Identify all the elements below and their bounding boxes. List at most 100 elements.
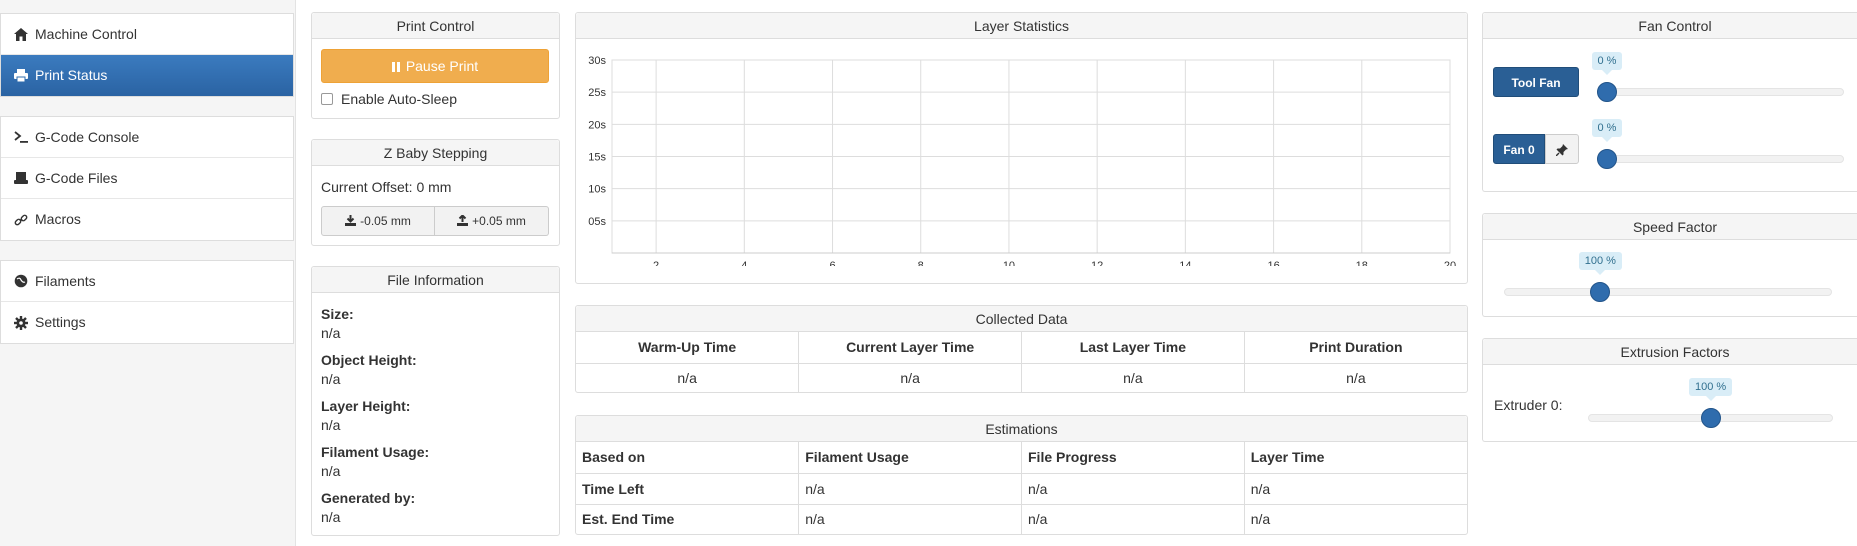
y-tick-label: 30s	[588, 55, 606, 67]
fan-0-pin-button[interactable]	[1545, 134, 1579, 164]
generated-by-label: Generated by:	[321, 490, 416, 506]
panel-title: Print Control	[312, 13, 559, 39]
fan-control-panel: Fan Control Tool Fan 0 % Fan 0 0 %	[1482, 12, 1857, 192]
speed-factor-slider-handle[interactable]	[1590, 282, 1611, 302]
collected-data-table: Warm-Up Time Current Layer Time Last Lay…	[576, 332, 1467, 393]
col-filament-usage: Filament Usage	[798, 442, 1022, 474]
speed-factor-slider-track[interactable]	[1504, 288, 1832, 296]
extruder-0-label: Extruder 0:	[1494, 397, 1563, 413]
baby-stepping-panel: Z Baby Stepping Current Offset: 0 mm -0.…	[311, 139, 560, 246]
tool-fan-slider-handle[interactable]	[1597, 82, 1617, 102]
layer-stats-panel: Layer Statistics 2 4 6 8 10 12 14 16 18 20 05s 10s 1…	[575, 12, 1468, 284]
x-tick-label: 12	[1091, 260, 1103, 266]
col-warmup-time: Warm-Up Time	[576, 332, 800, 364]
y-tick-label: 20s	[588, 119, 606, 131]
sidebar: Machine Control Print Status G-Code Cons…	[0, 0, 296, 546]
sidebar-item-machine-control[interactable]: Machine Control	[1, 14, 293, 55]
file-info-panel: File Information Size: n/a Object Height…	[311, 266, 560, 536]
panel-title: Z Baby Stepping	[312, 140, 559, 166]
file-size-value: n/a	[321, 325, 341, 341]
layer-chart-svg: 2 4 6 8 10 12 14 16 18 20 05s 10s 15s 20s 25s 30s	[588, 55, 1456, 272]
warmup-time-value: n/a	[576, 362, 800, 393]
auto-sleep-checkbox[interactable]	[321, 93, 333, 105]
sidebar-item-label: Filaments	[35, 272, 96, 289]
sidebar-item-label: G-Code Console	[35, 128, 140, 145]
print-icon	[13, 69, 29, 82]
file-size-label: Size:	[321, 306, 354, 322]
panel-title: Layer Statistics	[576, 13, 1467, 39]
auto-sleep-label: Enable Auto-Sleep	[341, 91, 457, 107]
sidebar-item-macros[interactable]: Macros	[1, 199, 293, 240]
row-label-end-time: Est. End Time	[576, 503, 800, 534]
sidebar-item-gcode-console[interactable]: G-Code Console	[1, 117, 293, 158]
filament-usage-value: n/a	[321, 463, 341, 479]
object-height-value: n/a	[321, 371, 341, 387]
time-left-layer-time: n/a	[1243, 472, 1467, 505]
current-layer-time-value: n/a	[798, 362, 1022, 393]
x-tick-label: 18	[1356, 260, 1368, 266]
x-tick-label: 14	[1179, 260, 1191, 266]
sidebar-item-label: Print Status	[35, 67, 108, 83]
x-tick-label: 20	[1444, 260, 1456, 266]
col-layer-time: Layer Time	[1243, 442, 1467, 474]
extruder-0-slider-handle[interactable]	[1700, 408, 1721, 428]
sidebar-group-files: G-Code Console G-Code Files Macros	[0, 116, 294, 241]
baby-step-plus-label: +0.05 mm	[472, 214, 526, 228]
col-based-on: Based on	[576, 442, 800, 474]
generated-by-value: n/a	[321, 509, 341, 525]
sidebar-item-settings[interactable]: Settings	[1, 302, 293, 343]
fan-0-button[interactable]: Fan 0	[1493, 134, 1545, 164]
col-file-progress: File Progress	[1021, 442, 1245, 474]
upload-icon	[457, 208, 469, 236]
layer-height-label: Layer Height:	[321, 398, 411, 414]
panel-title: Extrusion Factors	[1483, 339, 1857, 365]
panel-title: Speed Factor	[1483, 214, 1857, 240]
baby-step-plus-button[interactable]: +0.05 mm	[435, 206, 549, 236]
terminal-icon	[13, 131, 29, 143]
sidebar-item-gcode-files[interactable]: G-Code Files	[1, 158, 293, 199]
x-tick-label: 16	[1267, 260, 1279, 266]
sidebar-item-filaments[interactable]: Filaments	[1, 261, 293, 302]
col-last-layer-time: Last Layer Time	[1021, 332, 1245, 364]
col-current-layer-time: Current Layer Time	[798, 332, 1022, 364]
tool-fan-slider-track[interactable]	[1597, 88, 1844, 96]
fan-0-slider-handle[interactable]	[1597, 149, 1617, 169]
x-tick-label: 4	[741, 260, 747, 266]
sidebar-group-main: Machine Control Print Status	[0, 13, 294, 97]
pause-print-button[interactable]: Pause Print	[321, 49, 549, 83]
sidebar-item-label: Machine Control	[35, 25, 137, 42]
x-tick-label: 8	[918, 260, 924, 266]
estimations-table: Based on Filament Usage File Progress La…	[576, 442, 1467, 534]
col-print-duration: Print Duration	[1243, 332, 1467, 364]
pause-print-label: Pause Print	[405, 58, 479, 74]
sidebar-item-print-status[interactable]: Print Status	[1, 55, 293, 96]
panel-title: File Information	[312, 267, 559, 293]
last-layer-time-value: n/a	[1021, 362, 1245, 393]
layer-height-value: n/a	[321, 417, 341, 433]
speed-factor-value-tooltip: 100 %	[1578, 252, 1622, 275]
auto-sleep-row: Enable Auto-Sleep	[321, 91, 457, 107]
gear-icon	[13, 315, 29, 330]
object-height-label: Object Height:	[321, 352, 417, 368]
current-offset: Current Offset: 0 mm	[321, 179, 452, 195]
baby-step-minus-button[interactable]: -0.05 mm	[321, 206, 435, 236]
pin-icon	[1555, 142, 1568, 157]
speed-factor-panel: Speed Factor 100 %	[1482, 213, 1857, 317]
tool-fan-button[interactable]: Tool Fan	[1493, 67, 1579, 97]
x-tick-label: 10	[1003, 260, 1015, 266]
x-tick-label: 2	[653, 260, 659, 266]
extruder-0-value-tooltip: 100 %	[1689, 378, 1733, 401]
estimations-panel: Estimations Based on Filament Usage File…	[575, 415, 1468, 535]
globe-icon	[13, 274, 29, 288]
panel-title: Fan Control	[1483, 13, 1857, 39]
link-icon	[13, 213, 29, 227]
y-tick-label: 25s	[588, 87, 606, 99]
end-time-file-progress: n/a	[1021, 503, 1245, 534]
end-time-layer-time: n/a	[1243, 503, 1467, 534]
time-left-filament: n/a	[798, 472, 1022, 505]
fan-0-slider-track[interactable]	[1597, 155, 1844, 163]
y-tick-label: 05s	[588, 216, 606, 228]
print-duration-value: n/a	[1243, 362, 1467, 393]
home-icon	[13, 27, 29, 41]
y-tick-label: 15s	[588, 152, 606, 164]
